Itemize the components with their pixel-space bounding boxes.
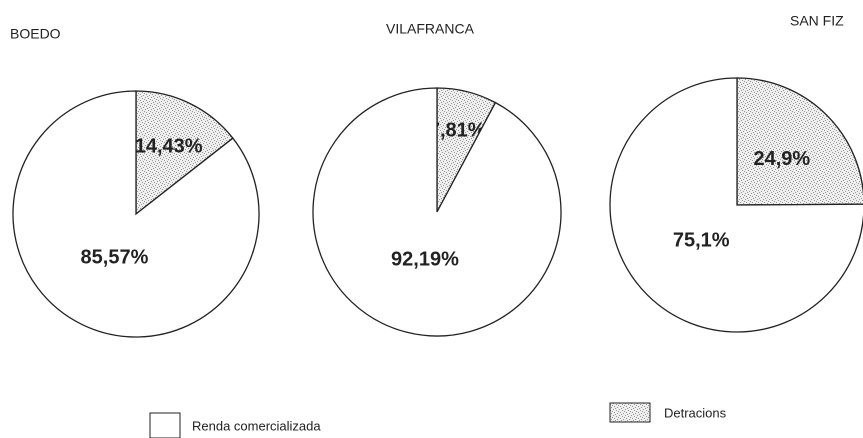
pie-slice [736,77,863,206]
value-label: 85,57% [81,247,149,269]
pie-slice [312,87,562,337]
pie-slice [135,90,234,216]
value-label: 14,43% [135,135,203,157]
legend-label: Renda comercializada [192,418,321,433]
pie-slice [12,90,260,338]
chart-title: SAN FIZ [790,13,844,29]
value-label: 75,1% [673,229,730,251]
value-label: 92,19% [391,248,459,270]
legend-swatch [149,412,181,438]
legend-swatch [609,402,651,423]
chart-title: BOEDO [10,26,61,42]
value-label: 7,81% [429,119,486,141]
pie-slice [609,77,863,333]
value-label: 24,9% [753,148,810,170]
chart-title: VILAFRANCA [386,21,475,37]
legend-label: Detracions [664,405,727,420]
